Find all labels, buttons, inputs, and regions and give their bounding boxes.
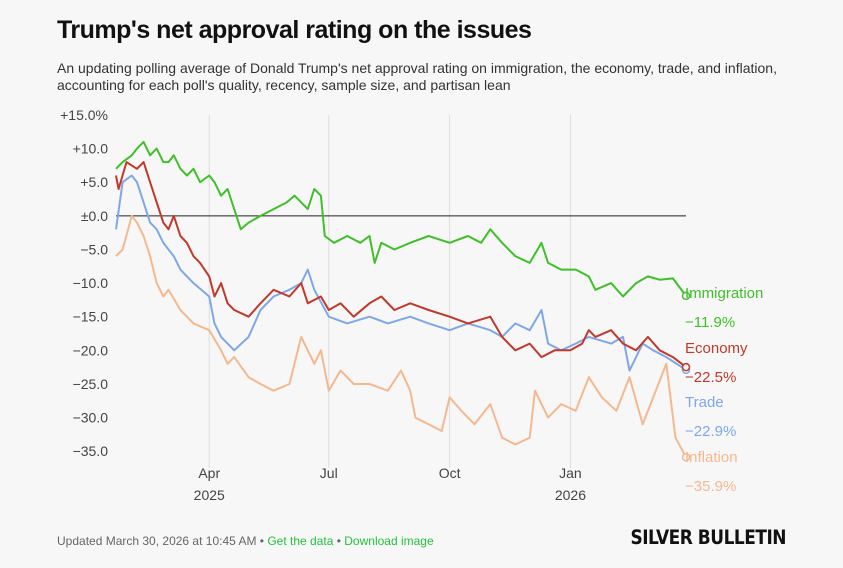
series-endpoint-economy [681, 362, 691, 372]
y-tick-label: −15.0 [73, 309, 109, 325]
y-tick-label: −35.0 [73, 443, 109, 459]
x-tick-year-label: 2025 [194, 487, 225, 503]
series-name-label: Inflation [685, 449, 738, 466]
series-line-immigration [115, 140, 687, 298]
brand-logo: SILVER BULLETIN [630, 526, 786, 550]
line-chart: +15.0% +10.0 +5.0 ±0.0 −5.0 −10.0 −15.0 −20.0 −2… [60, 107, 763, 503]
y-axis: +15.0% +10.0 +5.0 ±0.0 −5.0 −10.0 −15.0 −20.0 −2… [60, 107, 108, 459]
x-tick-year-label: 2026 [555, 487, 586, 503]
footer-separator: • [256, 534, 268, 548]
series-line-trade [115, 174, 687, 372]
y-tick-label: ±0.0 [81, 208, 108, 224]
grid-lines [116, 115, 686, 468]
download-image-link[interactable]: Download image [344, 534, 434, 548]
footer: Updated March 30, 2026 at 10:45 AM • Get… [57, 534, 434, 548]
series-value-label: −22.9% [685, 423, 736, 440]
y-tick-label: −25.0 [73, 376, 109, 392]
series-line-economy [115, 161, 687, 368]
series-value-label: −11.9% [685, 314, 735, 331]
chart-title: Trump's net approval rating on the issue… [57, 16, 532, 44]
y-tick-label: +10.0 [73, 141, 109, 157]
series-value-label: −35.9% [685, 478, 736, 495]
chart-subtitle: An updating polling average of Donald Tr… [57, 60, 777, 93]
x-tick-label: Oct [439, 465, 461, 481]
series-endpoint-immigration [681, 291, 691, 301]
y-tick-label: +15.0% [60, 107, 108, 123]
y-tick-label: +5.0 [80, 174, 108, 190]
y-tick-label: −5.0 [80, 241, 108, 257]
x-axis: Apr 2025 Jul Oct Jan 2026 [194, 465, 587, 503]
x-tick-label: Jan [559, 465, 582, 481]
y-tick-label: −20.0 [73, 342, 109, 358]
x-tick-label: Apr [198, 465, 220, 481]
x-tick-label: Jul [320, 465, 338, 481]
series-line-inflation [115, 214, 687, 458]
get-data-link[interactable]: Get the data [267, 534, 334, 548]
footer-separator: • [333, 534, 345, 548]
end-labels: Immigration −11.9% Economy −22.5% Trade −22.9… [685, 285, 763, 495]
series-name-label: Trade [685, 394, 724, 411]
series-endpoint-inflation [681, 452, 691, 462]
series-lines [115, 140, 691, 462]
series-name-label: Immigration [685, 285, 763, 302]
series-value-label: −22.5% [685, 369, 736, 386]
y-tick-label: −10.0 [73, 275, 109, 291]
y-tick-label: −30.0 [73, 410, 109, 426]
series-name-label: Economy [685, 340, 748, 357]
updated-timestamp: Updated March 30, 2026 at 10:45 AM [57, 534, 257, 548]
